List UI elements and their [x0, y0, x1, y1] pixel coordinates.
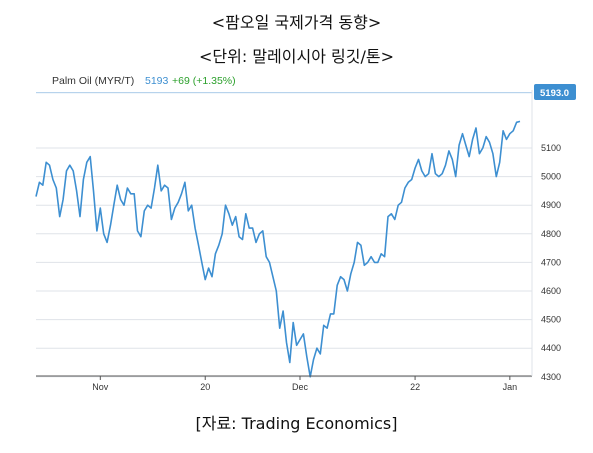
y-tick-label: 4900 [541, 200, 561, 210]
y-tick-labels: 4300 4400 4500 4600 4700 4800 4900 5000 5100 [541, 143, 561, 382]
last-value-badge-label: 5193.0 [540, 88, 569, 99]
legend-series-name: Palm Oil (MYR/T) [52, 75, 134, 87]
grid-lines [36, 147, 532, 378]
chart-title: <팜오일 국제가격 동향> [211, 13, 382, 32]
y-tick-label: 4500 [541, 315, 561, 325]
legend-change: +69 (+1.35%) [172, 75, 236, 87]
x-tick-label: 22 [410, 382, 420, 392]
y-tick-label: 4300 [541, 372, 561, 382]
y-tick-label: 4400 [541, 343, 561, 353]
last-value-badge [534, 84, 576, 100]
y-tick-label: 4600 [541, 286, 561, 296]
y-tick-label: 5100 [541, 143, 561, 153]
chart-unit: <단위: 말레이시아 링깃/톤> [199, 47, 394, 66]
last-value-line [36, 92, 532, 94]
series-line [35, 120, 521, 378]
y-tick-label: 5000 [541, 172, 561, 182]
x-tick-labels: Nov20Dec22Jan20 [92, 376, 518, 392]
x-tick-label: 20 [200, 382, 210, 392]
y-tick-label: 4700 [541, 257, 561, 267]
palm-oil-chart: 4300 4400 4500 4600 4700 4800 4900 5000 5100 Nov… [35, 75, 576, 392]
x-tick-label: Nov [92, 382, 109, 392]
source-note: [자료: Trading Economics] [195, 414, 398, 433]
x-tick-label: Jan [503, 382, 518, 392]
x-tick-label: Dec [292, 382, 309, 392]
legend-last-value: 5193 [145, 75, 169, 87]
y-tick-label: 4800 [541, 229, 561, 239]
